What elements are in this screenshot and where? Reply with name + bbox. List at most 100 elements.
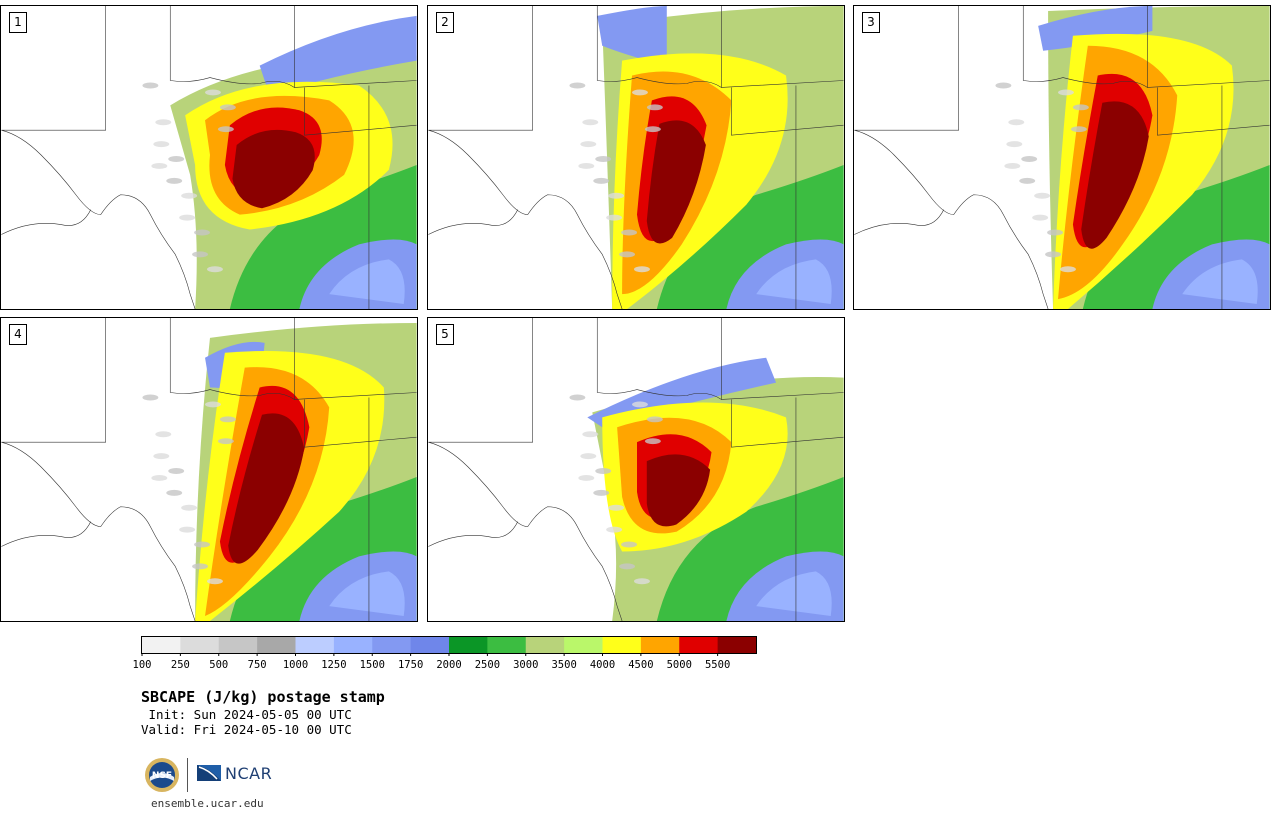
colorbar-tick-label: 3000	[513, 659, 539, 671]
ncar-logo: NCAR	[197, 762, 272, 784]
panel-number: 4	[9, 324, 27, 345]
state-border	[428, 6, 722, 309]
low-cape-speckle	[1004, 162, 1021, 169]
state-border	[1, 318, 295, 621]
colorbar-tick-label: 100	[132, 659, 152, 671]
low-cape-speckle	[192, 251, 209, 258]
low-cape-speckle	[595, 156, 612, 162]
logo-divider	[187, 758, 188, 792]
low-cape-speckle	[569, 82, 586, 89]
low-cape-band	[597, 6, 667, 66]
low-cape-speckle	[1045, 251, 1062, 258]
low-cape-speckle	[1058, 89, 1074, 96]
low-cape-speckle	[153, 141, 170, 148]
low-cape-speckle	[619, 563, 636, 570]
state-border	[428, 318, 722, 621]
state-border	[854, 6, 1148, 309]
low-cape-speckle	[166, 489, 183, 496]
low-cape-speckle	[207, 266, 223, 273]
low-cape-speckle	[207, 578, 223, 585]
colorbar-tick-label: 1500	[359, 659, 385, 671]
colorbar-tick-label: 2000	[436, 659, 462, 671]
low-cape-speckle	[194, 541, 210, 548]
cape-field-map	[1, 318, 417, 621]
low-cape-speckle	[580, 141, 597, 148]
low-cape-speckle	[155, 119, 172, 126]
country-border	[1, 521, 92, 547]
colorbar-tick-label: 250	[170, 659, 190, 671]
low-cape-speckle	[644, 126, 661, 133]
colorbar-segment	[717, 637, 757, 653]
cape-field-map	[854, 6, 1270, 309]
max-cape-region	[232, 129, 315, 209]
country-border	[1, 209, 92, 235]
low-cape-speckle	[621, 229, 637, 236]
low-cape-speckle	[1034, 192, 1051, 199]
state-border	[294, 392, 417, 621]
colorbar-segment	[640, 637, 680, 653]
cape-field-map	[428, 318, 844, 621]
map-panel-1: 1	[0, 5, 418, 310]
colorbar-tick-label: 1250	[321, 659, 347, 671]
colorbar-segment	[372, 637, 412, 653]
colorbar-segment	[487, 637, 527, 653]
low-cape-speckle	[582, 431, 599, 438]
low-cape-speckle	[1006, 141, 1023, 148]
low-cape-speckle	[578, 474, 595, 481]
low-cape-speckle	[593, 177, 610, 184]
nsf-logo-text: NSF	[152, 771, 172, 781]
low-cape-speckle	[142, 394, 159, 401]
panel-number: 3	[862, 12, 880, 33]
low-cape-speckle	[1008, 119, 1025, 126]
low-cape-speckle	[155, 431, 172, 438]
low-cape-speckle	[606, 214, 623, 221]
colorbar-segment	[410, 637, 450, 653]
colorbar-segment	[295, 637, 335, 653]
low-cape-speckle	[142, 82, 159, 89]
gulf-low-cape-inner	[756, 571, 832, 617]
low-cape-speckle	[582, 119, 599, 126]
map-panel-2: 2	[427, 5, 845, 310]
colorbar	[141, 636, 757, 656]
colorbar-segment	[257, 637, 296, 653]
low-cape-speckle	[1072, 104, 1089, 111]
colorbar-segment	[602, 637, 642, 653]
colorbar-tick-label: 2500	[474, 659, 501, 671]
low-cape-speckle	[1019, 177, 1036, 184]
low-cape-speckle	[219, 416, 236, 423]
panel-number: 2	[436, 12, 454, 33]
low-cape-speckle	[621, 541, 637, 548]
low-cape-speckle	[632, 89, 648, 96]
low-cape-speckle	[192, 563, 209, 570]
low-cape-speckle	[995, 82, 1012, 89]
low-cape-speckle	[634, 578, 650, 585]
init-time: Init: Sun 2024-05-05 00 UTC	[141, 707, 352, 722]
low-cape-speckle	[153, 453, 170, 460]
low-cape-speckle	[1021, 156, 1038, 162]
low-cape-speckle	[1047, 229, 1063, 236]
panel-number: 5	[436, 324, 454, 345]
low-cape-speckle	[646, 104, 663, 111]
colorbar-segment	[525, 637, 565, 653]
low-cape-speckle	[569, 394, 586, 401]
country-border	[428, 209, 519, 235]
colorbar-tick-label: 4000	[589, 659, 616, 671]
colorbar-tick-label: 5500	[704, 659, 731, 671]
low-cape-speckle	[217, 438, 234, 445]
low-cape-speckle	[619, 251, 636, 258]
map-panel-5: 5	[427, 317, 845, 622]
colorbar-tick-label: 5000	[666, 659, 692, 671]
colorbar-segment	[333, 637, 373, 653]
low-cape-speckle	[179, 214, 196, 221]
low-cape-speckle	[168, 468, 185, 474]
country-border	[854, 209, 945, 235]
low-cape-speckle	[593, 489, 610, 496]
low-cape-speckle	[217, 126, 234, 133]
map-panel-3: 3	[853, 5, 1271, 310]
low-cape-speckle	[205, 89, 221, 96]
low-cape-speckle	[644, 438, 661, 445]
low-cape-speckle	[595, 468, 612, 474]
low-cape-speckle	[168, 156, 185, 162]
colorbar-segment	[180, 637, 220, 653]
low-cape-band	[1038, 6, 1153, 51]
